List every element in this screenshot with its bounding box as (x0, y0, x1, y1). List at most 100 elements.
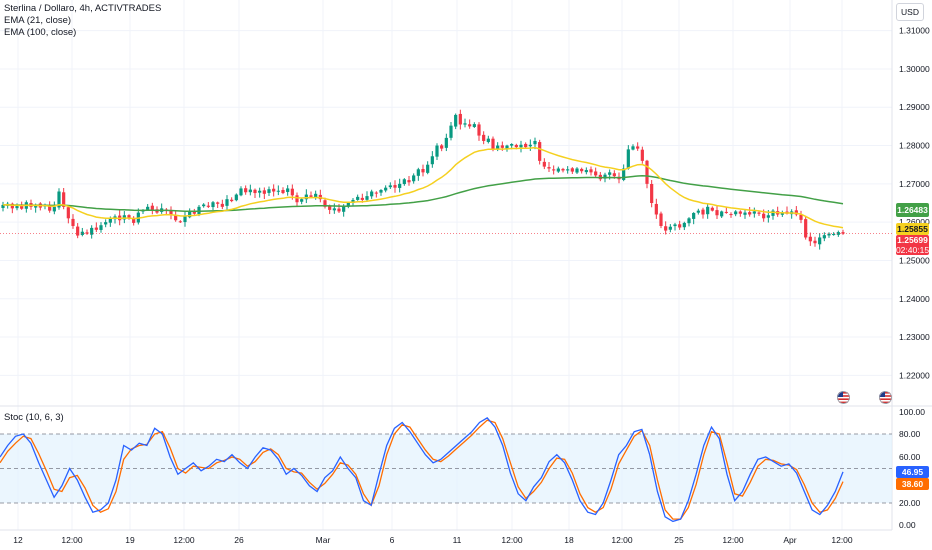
candle-body (384, 187, 388, 191)
candle-body (524, 143, 528, 148)
candle-body (197, 206, 201, 215)
candle-body (752, 211, 756, 214)
candle-body (211, 202, 215, 208)
candle-body (636, 146, 640, 149)
candle-body (664, 226, 668, 231)
candle-body (374, 192, 378, 194)
candle-body (188, 211, 192, 218)
candle-body (766, 215, 770, 218)
candle-body (337, 208, 341, 212)
time-tick-label: 25 (674, 535, 684, 545)
candle-body (673, 224, 677, 227)
price-tick-label: 1.25000 (899, 255, 930, 265)
time-tick-label: 12:00 (173, 535, 195, 545)
candle-body (430, 156, 434, 165)
time-tick-label: 6 (390, 535, 395, 545)
candle-body (99, 225, 103, 230)
candle-body (234, 194, 238, 201)
last-price-tag: 1.25699 (896, 235, 929, 245)
candle-body (477, 124, 481, 136)
candle-body (412, 175, 416, 182)
time-tick-label: Apr (783, 535, 796, 545)
candle-body (108, 218, 112, 223)
candle-body (692, 212, 696, 219)
candle-body (500, 145, 504, 148)
candle-body (505, 145, 509, 149)
time-tick-label: 12:00 (501, 535, 523, 545)
candle-body (654, 203, 658, 215)
candle-body (356, 196, 360, 200)
candle-body (780, 212, 784, 215)
ema21-price-tag: 1.25855 (896, 223, 929, 235)
ema100-price-tag: 1.26483 (896, 203, 929, 217)
flag-us-icon[interactable] (879, 391, 892, 404)
price-tick-label: 1.30000 (899, 64, 930, 74)
candle-body (734, 211, 738, 215)
candle-body (710, 207, 714, 211)
candle-body (622, 168, 626, 180)
candle-body (818, 237, 822, 245)
candle-body (192, 211, 196, 214)
candle-body (206, 205, 210, 207)
candle-body (365, 196, 369, 200)
ema100-legend-label: EMA (100, close) (4, 27, 77, 38)
candle-body (304, 194, 308, 200)
candle-body (1, 204, 5, 208)
candle-body (300, 199, 304, 202)
candle-body (258, 190, 262, 193)
time-tick-label: 12:00 (722, 535, 744, 545)
candle-body (799, 214, 803, 220)
candle-body (687, 218, 691, 224)
stoc-tick-label: 80.00 (899, 429, 921, 439)
candle-body (813, 240, 817, 244)
candle-body (15, 206, 19, 209)
candle-body (528, 144, 532, 147)
candle-body (519, 144, 523, 148)
candle-body (738, 211, 742, 214)
candle-body (682, 222, 686, 228)
candle-body (76, 226, 80, 236)
candle-body (444, 137, 448, 148)
candle-body (771, 210, 775, 216)
candle-body (150, 205, 154, 210)
stoc-tick-label: 60.00 (899, 452, 921, 462)
candle-body (808, 236, 812, 242)
candle-body (561, 168, 565, 171)
candle-body (216, 202, 220, 204)
candle-body (449, 125, 453, 138)
symbol-title: Sterlina / Dollaro, 4h, ACTIVTRADES (4, 3, 162, 14)
candle-body (146, 206, 150, 210)
ema100-line (3, 174, 844, 213)
candle-body (332, 208, 336, 211)
candle-body (440, 145, 444, 149)
candle-body (626, 149, 630, 169)
flag-us-icon[interactable] (837, 391, 850, 404)
candle-body (122, 215, 126, 220)
candle-body (510, 144, 514, 146)
candle-body (435, 145, 439, 157)
candle-body (267, 189, 271, 193)
candle-body (388, 185, 392, 188)
price-tick-label: 1.31000 (899, 26, 930, 36)
candle-body (253, 189, 257, 194)
candle-body (281, 189, 285, 194)
candle-body (48, 205, 52, 211)
candle-body (827, 233, 831, 236)
candle-body (575, 168, 579, 173)
candle-body (52, 206, 56, 212)
candle-body (533, 140, 537, 145)
candle-body (640, 149, 644, 161)
countdown-tag: 02:40:15 (895, 245, 930, 255)
candle-body (272, 188, 276, 192)
candle-body (94, 227, 98, 230)
candle-body (472, 124, 476, 127)
time-tick-label: 18 (564, 535, 574, 545)
candle-body (458, 113, 462, 125)
currency-button[interactable]: USD (896, 3, 924, 21)
candle-body (486, 138, 490, 142)
time-tick-label: 26 (234, 535, 244, 545)
candle-body (328, 206, 332, 210)
candle-body (724, 211, 728, 213)
candle-body (90, 227, 94, 235)
